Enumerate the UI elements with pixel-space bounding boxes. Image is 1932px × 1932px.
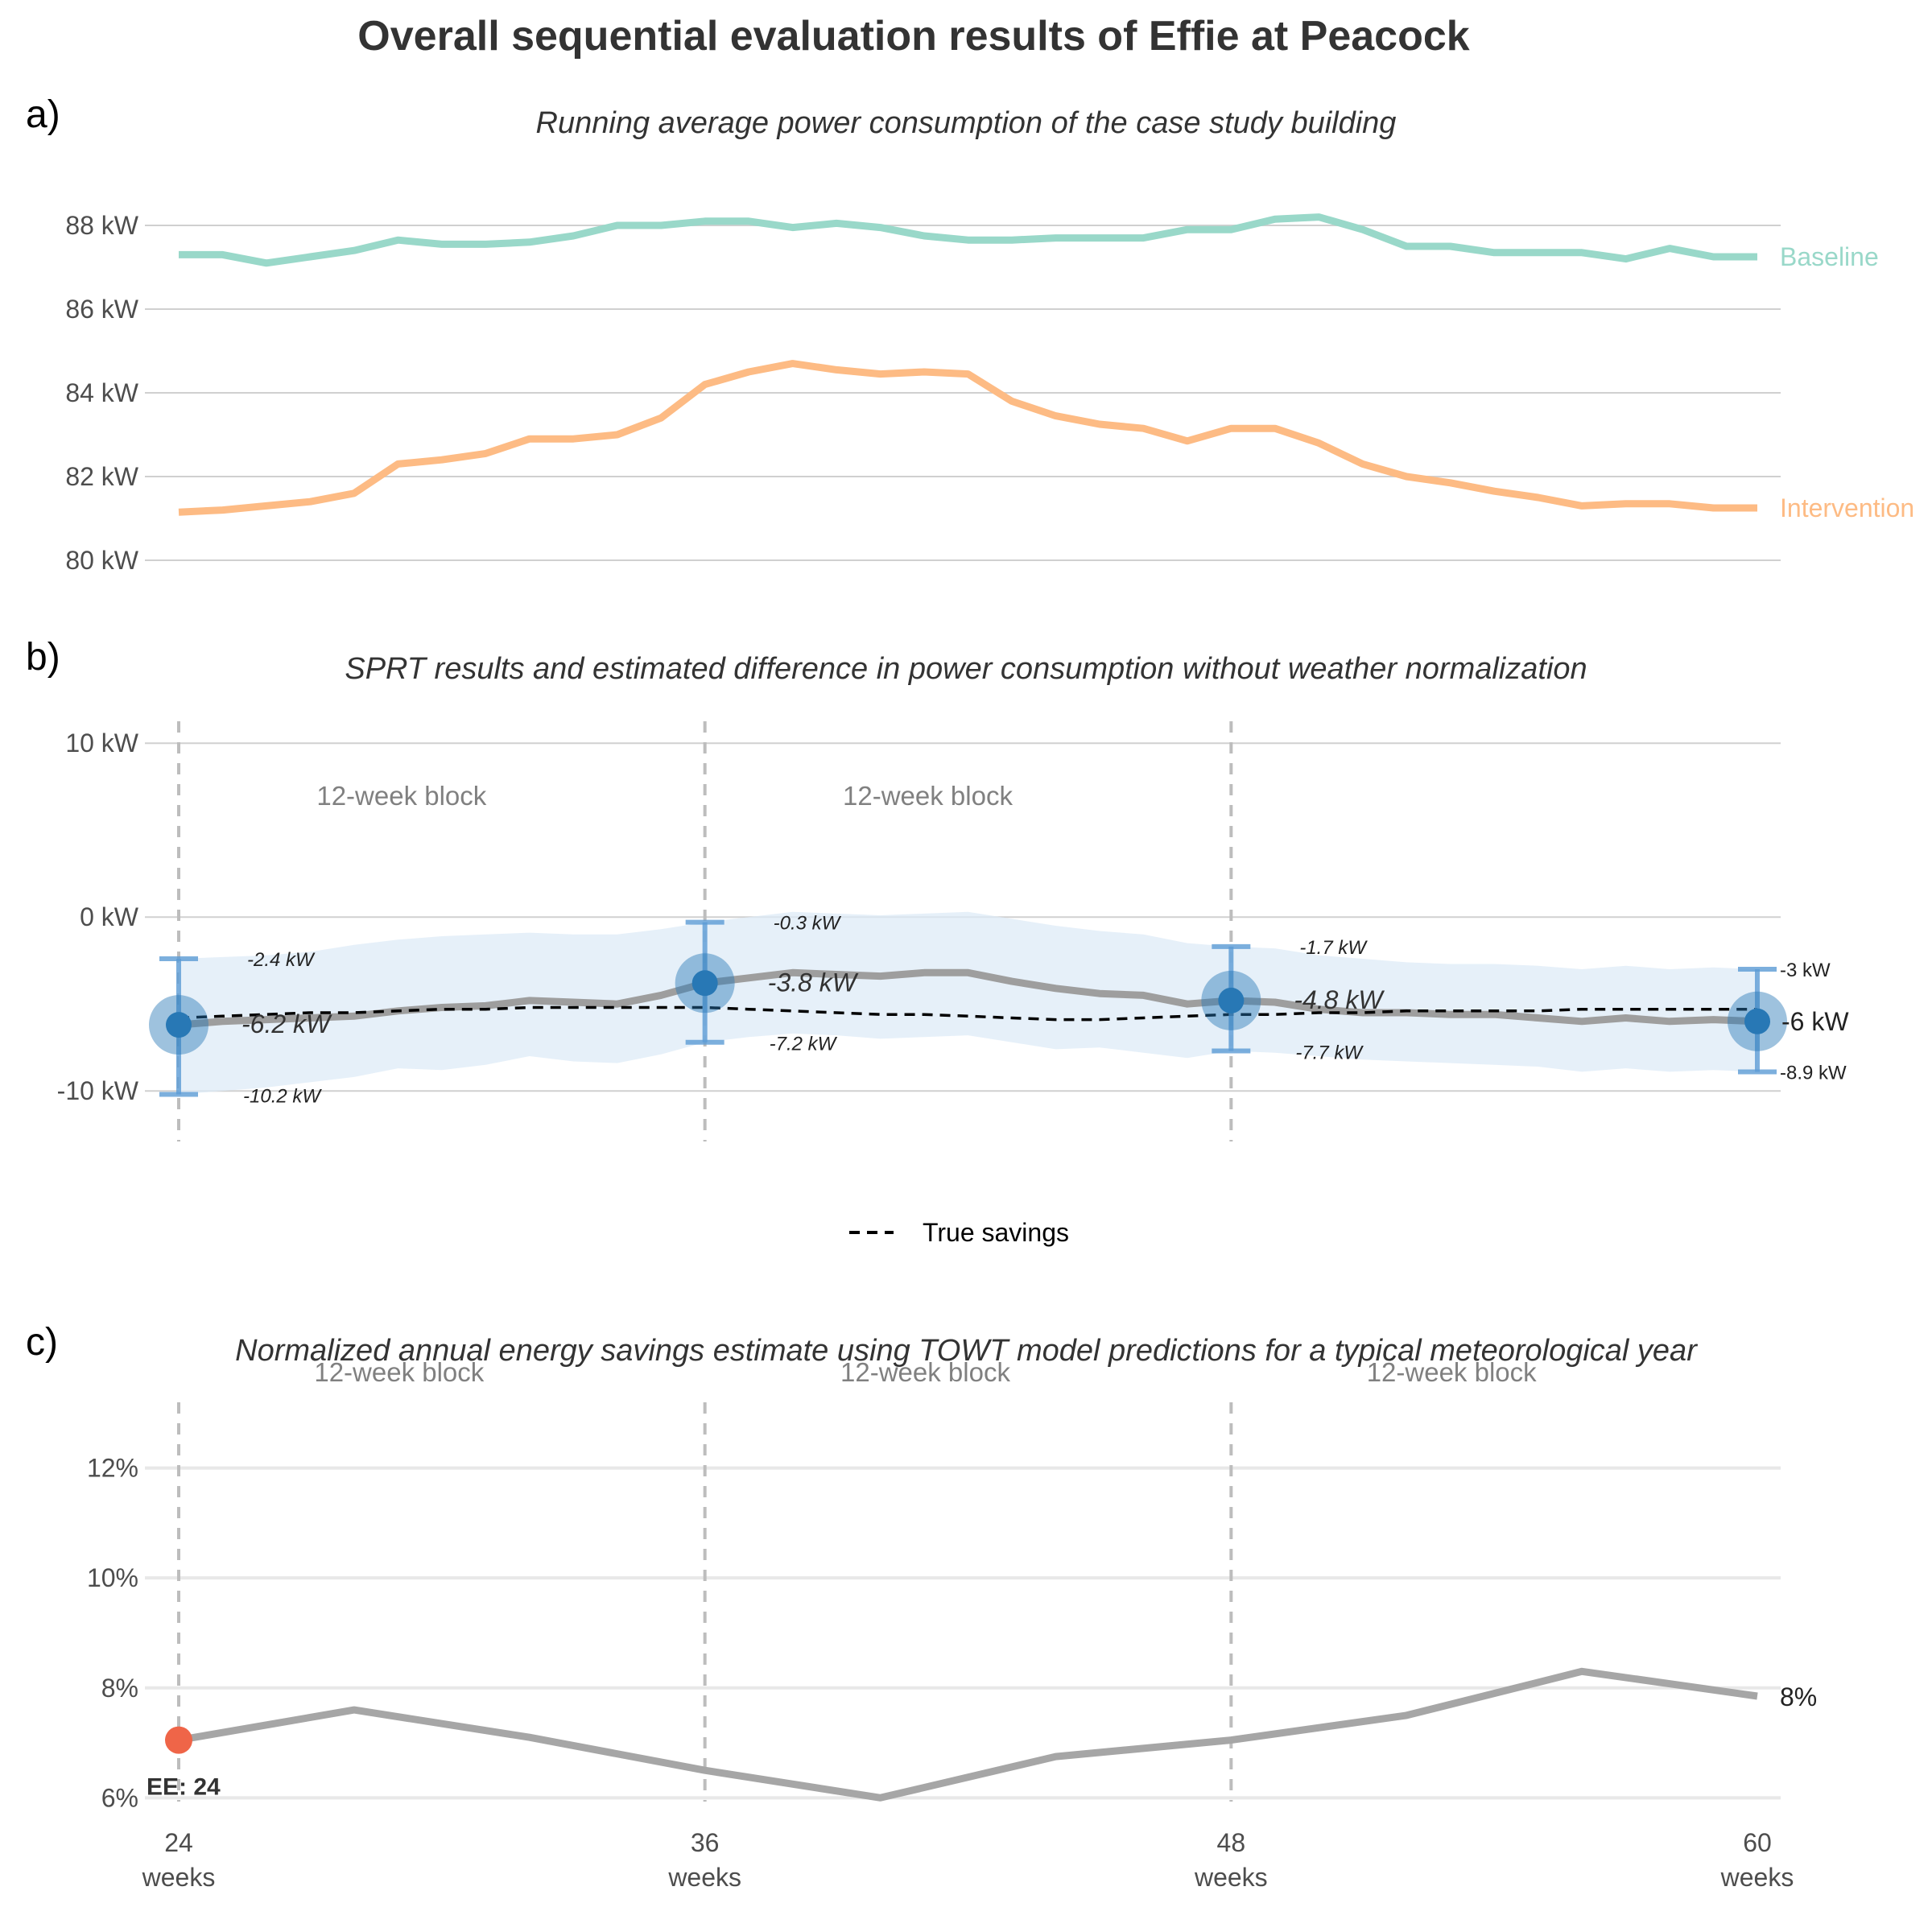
lower-bound-label: -7.7 kW [1295,1042,1364,1064]
series-line-baseline [179,213,1757,267]
series-label-baseline: Baseline [1780,242,1879,271]
block-label: 12-week block [314,1357,484,1387]
lower-bound-label: -10.2 kW [243,1086,322,1108]
upper-bound-label: -2.4 kW [247,949,316,971]
upper-bound-label: -1.7 kW [1299,937,1368,959]
lower-bound-label: -8.9 kW [1780,1062,1847,1084]
y-tick-label: 12% [87,1454,138,1483]
checkpoint-point [691,970,718,997]
early-stop-point [165,1726,192,1754]
x-tick-unit: weeks [1720,1863,1794,1892]
panel-b-confidence-band [179,911,1757,1095]
block-label: 12-week block [843,781,1013,811]
y-tick-label: 86 kW [65,295,138,324]
panel-a-series-labels: Baseline Intervention [1780,242,1914,522]
panel-c-block-boundaries [177,1402,1233,1802]
panel-b-label: b) [26,636,60,679]
estimate-label: -3.8 kW [768,968,859,997]
panel-b-subtitle: SPRT results and estimated difference in… [345,652,1587,686]
panel-a-label: a) [26,93,60,136]
estimate-label: -6 kW [1781,1007,1849,1036]
early-stop-label: EE: 24 [147,1774,221,1801]
panel-b: b) SPRT results and estimated difference… [26,636,1849,1247]
panel-b-legend: True savings [849,1218,1069,1247]
panel-c-x-ticks: 24 weeks 36 weeks 48 weeks 60 weeks [142,1828,1794,1892]
y-tick-label: 10 kW [65,729,138,758]
panel-c-y-ticks: 6% 8% 10% 12% [87,1454,138,1813]
block-label: 12-week block [840,1357,1010,1387]
estimate-label: -4.8 kW [1294,985,1385,1014]
panel-a-series [178,213,1757,516]
x-tick-unit: weeks [667,1863,741,1892]
upper-bound-label: -3 kW [1780,960,1831,981]
series-line-intervention [178,360,1757,516]
checkpoint-point [1744,1008,1770,1034]
panel-c: c) Normalized annual energy savings esti… [26,1321,1817,1892]
panel-a: a) Running average power consumption of … [26,93,1914,575]
x-tick-label: 24 [164,1828,193,1857]
y-tick-label: 6% [101,1783,138,1812]
panel-a-subtitle: Running average power consumption of the… [536,106,1397,140]
estimate-label: -6.2 kW [242,1009,332,1038]
block-label: 12-week block [1367,1357,1537,1387]
panel-a-y-ticks: 80 kW 82 kW 84 kW 86 kW 88 kW [65,211,138,575]
panel-b-true-savings-line [178,1005,1757,1022]
panel-c-markers: 8% EE: 24 [147,1682,1817,1801]
panel-b-checkpoints: -2.4 kW -10.2 kW -6.2 kW -0.3 kW -7.2 kW -3.8… [149,913,1849,1108]
panel-b-block-labels: 12-week block 12-week block [316,781,1013,811]
panel-c-subtitle: Normalized annual energy savings estimat… [235,1334,1698,1368]
x-tick-label: 48 [1217,1828,1246,1857]
x-tick-unit: weeks [142,1863,216,1892]
checkpoint-point [166,1012,192,1038]
series-label-intervention: Intervention [1780,493,1914,522]
x-tick-label: 36 [691,1828,720,1857]
block-label: 12-week block [316,781,486,811]
panel-b-estimate-line [178,968,1758,1029]
upper-bound-label: -0.3 kW [774,913,842,935]
y-tick-label: 8% [101,1674,138,1703]
legend-label-true-savings: True savings [923,1218,1069,1247]
y-tick-label: 80 kW [65,546,138,575]
y-tick-label: 88 kW [65,211,138,240]
y-tick-label: 10% [87,1563,138,1592]
end-value-label: 8% [1780,1682,1817,1711]
panel-b-y-ticks: -10 kW 0 kW 10 kW [57,729,139,1105]
x-tick-label: 60 [1743,1828,1772,1857]
panel-c-grid [145,1466,1781,1800]
y-tick-label: -10 kW [57,1076,139,1105]
x-tick-unit: weeks [1194,1863,1268,1892]
panel-a-grid [145,225,1781,561]
panel-c-savings-line [178,1667,1758,1802]
figure-title: Overall sequential evaluation results of… [357,13,1469,60]
y-tick-label: 84 kW [65,378,138,407]
panel-c-block-labels: 12-week block 12-week block 12-week block [314,1357,1537,1387]
lower-bound-label: -7.2 kW [770,1034,838,1055]
y-tick-label: 0 kW [80,902,139,931]
panel-c-label: c) [26,1321,58,1364]
y-tick-label: 82 kW [65,462,138,491]
checkpoint-point [1218,987,1245,1013]
